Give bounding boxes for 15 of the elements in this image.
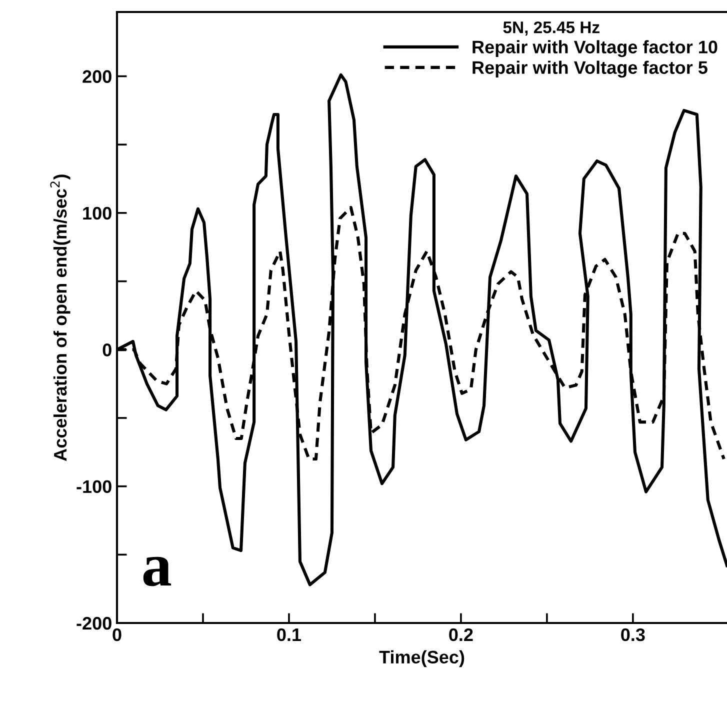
legend-label: Repair with Voltage factor 5 — [472, 60, 708, 78]
annotation: a — [143, 556, 172, 586]
legend-label: Repair with Voltage factor 10 — [472, 40, 718, 58]
x-tick-label: 0 — [112, 628, 122, 642]
y-tick-label: 0 — [102, 344, 112, 356]
y-tick-label: -100 — [76, 480, 112, 494]
x-tick-label: 0.1 — [277, 628, 302, 642]
x-tick-label: 0.2 — [449, 628, 473, 642]
x-tick-label: 0.3 — [621, 628, 645, 642]
y-tick-label: -200 — [76, 616, 112, 630]
legend-title: 5N, 25.45 Hz — [503, 21, 600, 36]
y-tick-label: 100 — [83, 206, 112, 220]
y-axis-title: Acceleration of open end(m/sec$^{2}$) — [50, 174, 70, 461]
x-axis-title: Time(Sec) — [379, 650, 464, 668]
y-tick-label: 200 — [82, 70, 112, 83]
